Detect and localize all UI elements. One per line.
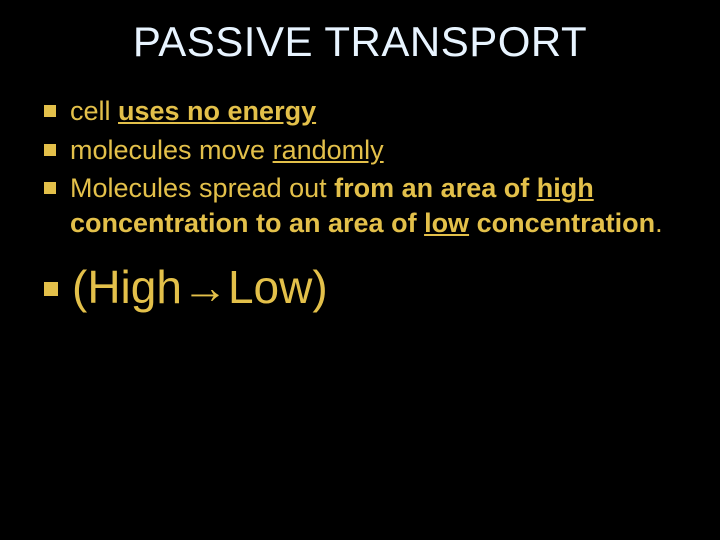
text-bold: concentration [469,208,655,238]
text-bold: concentration to an area of [70,208,424,238]
list-item: molecules move randomly [40,133,680,168]
text: molecules move [70,135,273,165]
text-bold-underline: uses no energy [118,96,316,126]
bullet-list: cell uses no energy molecules move rando… [40,94,680,240]
list-item: Molecules spread out from an area of hig… [40,171,680,240]
text: . [655,208,663,238]
slide: PASSIVE TRANSPORT cell uses no energy mo… [0,0,720,540]
text-bold: from an area of [334,173,537,203]
list-item: cell uses no energy [40,94,680,129]
text: cell [70,96,118,126]
arrow-icon: → [182,261,228,313]
big-bullet-list: (High→Low) [40,262,680,313]
text-bold-underline: low [424,208,469,238]
slide-title: PASSIVE TRANSPORT [40,18,680,66]
text: Molecules spread out [70,173,334,203]
text: Low) [228,261,328,313]
text-underline: randomly [273,135,384,165]
text-bold-underline: high [537,173,594,203]
list-item: (High→Low) [40,262,680,313]
text: (High [72,261,182,313]
